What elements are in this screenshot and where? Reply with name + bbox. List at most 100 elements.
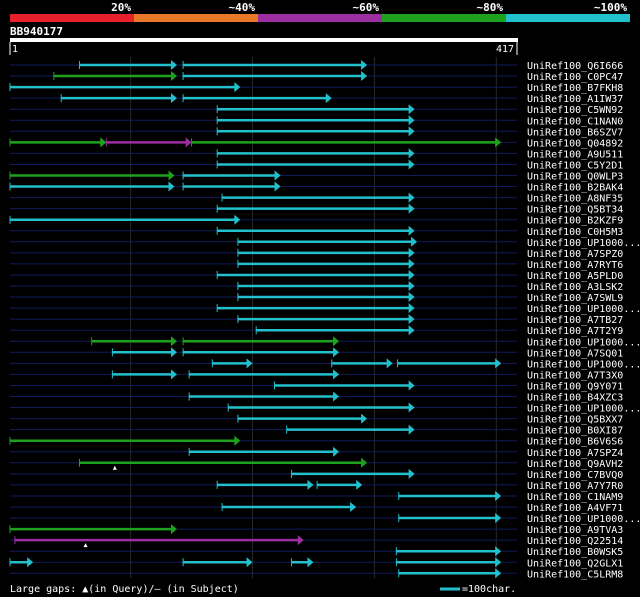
track-row[interactable]: UniRef100_B2KZF9 — [9, 214, 623, 227]
track-label[interactable]: UniRef100_A7SQ01 — [527, 348, 623, 359]
track-label[interactable]: UniRef100_Q0WLP3 — [527, 172, 623, 183]
track-label[interactable]: UniRef100_C5WN92 — [527, 105, 623, 116]
track-row[interactable]: UniRef100_A7SWL9 — [10, 292, 623, 304]
track-row[interactable]: UniRef100_A7TB27 — [10, 314, 623, 326]
track-row[interactable]: UniRef100_Q2GLX1 — [9, 557, 623, 569]
track-row[interactable]: UniRef100_UP1000... — [10, 358, 640, 370]
track-label[interactable]: UniRef100_UP1000... — [527, 337, 640, 348]
track-row[interactable]: UniRef100_Q6I666 — [10, 60, 623, 72]
track-row[interactable]: UniRef100_Q9Y071 — [10, 380, 623, 392]
track-label[interactable]: UniRef100_A7TB27 — [527, 315, 623, 326]
track-row[interactable]: UniRef100_UP1000... — [10, 513, 640, 525]
track-row[interactable]: UniRef100_A7SPZ0 — [10, 247, 623, 260]
track-row[interactable]: UniRef100_A7SPZ4 — [10, 446, 623, 459]
track-row[interactable]: UniRef100_Q0WLP3 — [9, 170, 623, 183]
track-row[interactable]: UniRef100_UP1000... — [10, 236, 640, 249]
track-row[interactable]: UniRef100_C0H5M3 — [10, 225, 623, 238]
track-row[interactable]: UniRef100_B6SZV7 — [10, 126, 623, 138]
track-label[interactable]: UniRef100_A7SPZ4 — [527, 448, 623, 459]
track-label[interactable]: UniRef100_Q04892 — [527, 138, 623, 149]
track-label[interactable]: UniRef100_Q22514 — [527, 536, 623, 547]
track-row[interactable]: UniRef100_A7RYT6 — [10, 258, 623, 271]
track-label[interactable]: UniRef100_A9U511 — [527, 149, 623, 160]
track-label[interactable]: UniRef100_C5Y2D1 — [527, 160, 623, 171]
track-row[interactable]: UniRef100_A4VF71 — [10, 502, 623, 514]
track-row[interactable]: UniRef100_Q5BT34 — [10, 203, 623, 216]
track-label[interactable]: UniRef100_UP1000... — [527, 304, 640, 315]
track-row[interactable]: UniRef100_B7FKH8 — [9, 82, 623, 94]
track-row[interactable]: UniRef100_A1IW37 — [10, 93, 623, 105]
track-label[interactable]: UniRef100_B6SZV7 — [527, 127, 623, 138]
track-label[interactable]: UniRef100_A3LSK2 — [527, 282, 623, 293]
track-row[interactable]: UniRef100_A8NF35 — [10, 192, 623, 205]
track-row[interactable]: UniRef100_C0PC47 — [10, 71, 623, 83]
segment-end-arrow — [333, 347, 340, 358]
track-row[interactable]: UniRef100_A5PLD0 — [10, 269, 623, 282]
segment-end-arrow — [168, 170, 175, 181]
track-label[interactable]: UniRef100_Q2GLX1 — [527, 558, 623, 569]
track-row[interactable]: UniRef100_A9TVA3 — [9, 524, 623, 536]
track-label[interactable]: UniRef100_A4VF71 — [527, 503, 623, 514]
track-label[interactable]: UniRef100_A7T3X0 — [527, 370, 623, 381]
track-row[interactable]: UniRef100_C5WN92 — [10, 104, 623, 116]
identity-scale-label: 20% — [111, 1, 131, 14]
track-label[interactable]: UniRef100_C0H5M3 — [527, 227, 623, 238]
track-row[interactable]: UniRef100_Q04892 — [9, 137, 623, 149]
track-row[interactable]: UniRef100_Q9AVH2 — [10, 457, 623, 470]
track-row[interactable]: UniRef100_A3LSK2 — [10, 281, 623, 293]
track-label[interactable]: UniRef100_Q5BT34 — [527, 205, 623, 216]
track-label[interactable]: UniRef100_A1IW37 — [527, 94, 623, 105]
track-label[interactable]: UniRef100_A7T2Y9 — [527, 326, 623, 337]
track-row[interactable]: UniRef100_UP1000... — [10, 336, 640, 348]
track-row[interactable]: UniRef100_UP1000... — [10, 303, 640, 315]
track-label[interactable]: UniRef100_Q9AVH2 — [527, 459, 623, 470]
track-row[interactable]: UniRef100_UP1000... — [10, 402, 640, 415]
track-row[interactable]: UniRef100_C7BVQ0 — [10, 468, 623, 481]
track-row[interactable]: UniRef100_B2BAK4 — [9, 181, 623, 194]
track-label[interactable]: UniRef100_A9TVA3 — [527, 525, 623, 536]
track-label[interactable]: UniRef100_UP1000... — [527, 359, 640, 370]
track-label[interactable]: UniRef100_C1NAM9 — [527, 492, 623, 503]
track-row[interactable]: UniRef100_Q5BXX7 — [10, 413, 623, 426]
track-row[interactable]: UniRef100_A9U511 — [10, 148, 623, 160]
track-label[interactable]: UniRef100_B7FKH8 — [527, 83, 623, 94]
track-row[interactable]: UniRef100_A7Y7R0 — [10, 479, 623, 492]
track-row[interactable]: UniRef100_B0WSK5 — [10, 546, 623, 558]
track-row[interactable]: UniRef100_A7T2Y9 — [10, 325, 623, 337]
segment-end-arrow — [170, 60, 177, 70]
track-label[interactable]: UniRef100_B0WSK5 — [527, 547, 623, 558]
track-label[interactable]: UniRef100_A7SWL9 — [527, 293, 623, 304]
track-label[interactable]: UniRef100_C5LRM8 — [527, 569, 623, 580]
track-label[interactable]: UniRef100_B4XZC3 — [527, 393, 623, 404]
track-row[interactable]: UniRef100_B0XI87 — [10, 424, 623, 437]
track-label[interactable]: UniRef100_A7SPZ0 — [527, 249, 623, 260]
track-label[interactable]: UniRef100_B2KZF9 — [527, 216, 623, 227]
segment-end-arrow — [495, 137, 502, 148]
track-row[interactable]: UniRef100_Q22514 — [10, 535, 623, 547]
track-row[interactable]: UniRef100_B4XZC3 — [10, 391, 623, 404]
track-label[interactable]: UniRef100_UP1000... — [527, 238, 640, 249]
track-label[interactable]: UniRef100_A7Y7R0 — [527, 481, 623, 492]
track-label[interactable]: UniRef100_UP1000... — [527, 404, 640, 415]
track-row[interactable]: UniRef100_C1NAN0 — [10, 115, 623, 127]
track-label[interactable]: UniRef100_Q9Y071 — [527, 381, 623, 392]
segment-end-arrow — [325, 93, 332, 104]
track-label[interactable]: UniRef100_C1NAN0 — [527, 116, 623, 127]
track-row[interactable]: UniRef100_C5Y2D1 — [10, 159, 623, 171]
track-label[interactable]: UniRef100_C0PC47 — [527, 72, 623, 83]
track-label[interactable]: UniRef100_Q5BXX7 — [527, 415, 623, 426]
track-label[interactable]: UniRef100_A7RYT6 — [527, 260, 623, 271]
track-row[interactable]: UniRef100_B6V6S6 — [9, 435, 623, 448]
track-label[interactable]: UniRef100_B2BAK4 — [527, 183, 623, 194]
track-row[interactable]: UniRef100_C5LRM8 — [10, 568, 623, 580]
track-label[interactable]: UniRef100_A5PLD0 — [527, 271, 623, 282]
track-label[interactable]: UniRef100_B0XI87 — [527, 426, 623, 437]
track-row[interactable]: UniRef100_A7T3X0 — [10, 369, 623, 381]
track-row[interactable]: UniRef100_A7SQ01 — [10, 347, 623, 359]
track-row[interactable]: UniRef100_C1NAM9 — [10, 490, 623, 503]
track-label[interactable]: UniRef100_Q6I666 — [527, 61, 623, 72]
track-label[interactable]: UniRef100_B6V6S6 — [527, 437, 623, 448]
track-label[interactable]: UniRef100_UP1000... — [527, 514, 640, 525]
track-label[interactable]: UniRef100_C7BVQ0 — [527, 470, 623, 481]
track-label[interactable]: UniRef100_A8NF35 — [527, 194, 623, 205]
